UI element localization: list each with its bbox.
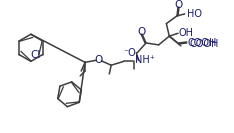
- Text: O: O: [137, 27, 145, 37]
- Text: O: O: [95, 55, 103, 65]
- Text: COOH: COOH: [188, 38, 217, 48]
- Text: OH: OH: [179, 28, 194, 38]
- Text: NH⁺: NH⁺: [135, 55, 155, 65]
- Text: O: O: [175, 0, 183, 10]
- Text: Cl: Cl: [30, 50, 41, 60]
- Text: HO: HO: [187, 9, 202, 19]
- Text: COOH: COOH: [190, 39, 219, 49]
- Text: ⁻O: ⁻O: [124, 48, 136, 58]
